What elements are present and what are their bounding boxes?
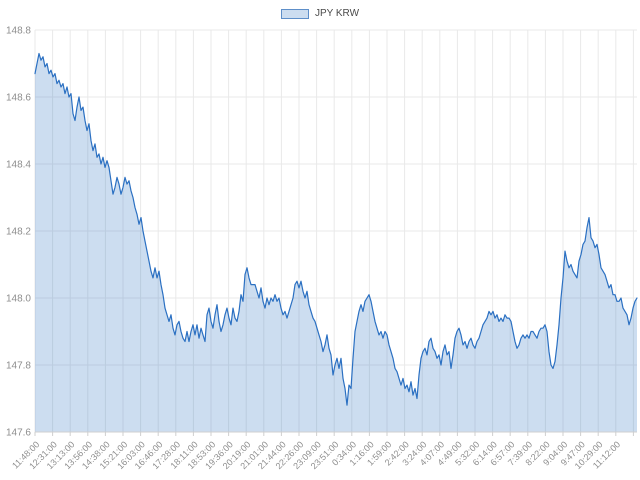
y-tick-label: 147.8 — [6, 361, 31, 372]
y-tick-label: 147.6 — [6, 428, 31, 439]
x-axis-labels: 11:48:0012:31:0013:13:0013:56:0014:38:00… — [10, 439, 622, 471]
axes — [34, 431, 637, 436]
y-tick-label: 148.0 — [6, 294, 31, 305]
series-line — [34, 52, 638, 406]
grid-lines — [34, 29, 637, 433]
legend-swatch-icon — [280, 9, 309, 19]
legend-label: JPY KRW — [314, 8, 360, 19]
y-axis-labels: 148.8 148.6 148.4 148.2 148.0 147.8 147.6 — [6, 26, 31, 439]
legend[interactable]: JPY KRW — [0, 6, 640, 22]
y-tick-label: 148.6 — [6, 93, 31, 104]
y-tick-label: 148.2 — [6, 227, 31, 238]
series-area — [34, 52, 638, 432]
series-fill — [35, 53, 637, 432]
y-tick-label: 148.4 — [6, 160, 31, 171]
y-tick-label: 148.8 — [6, 26, 31, 37]
